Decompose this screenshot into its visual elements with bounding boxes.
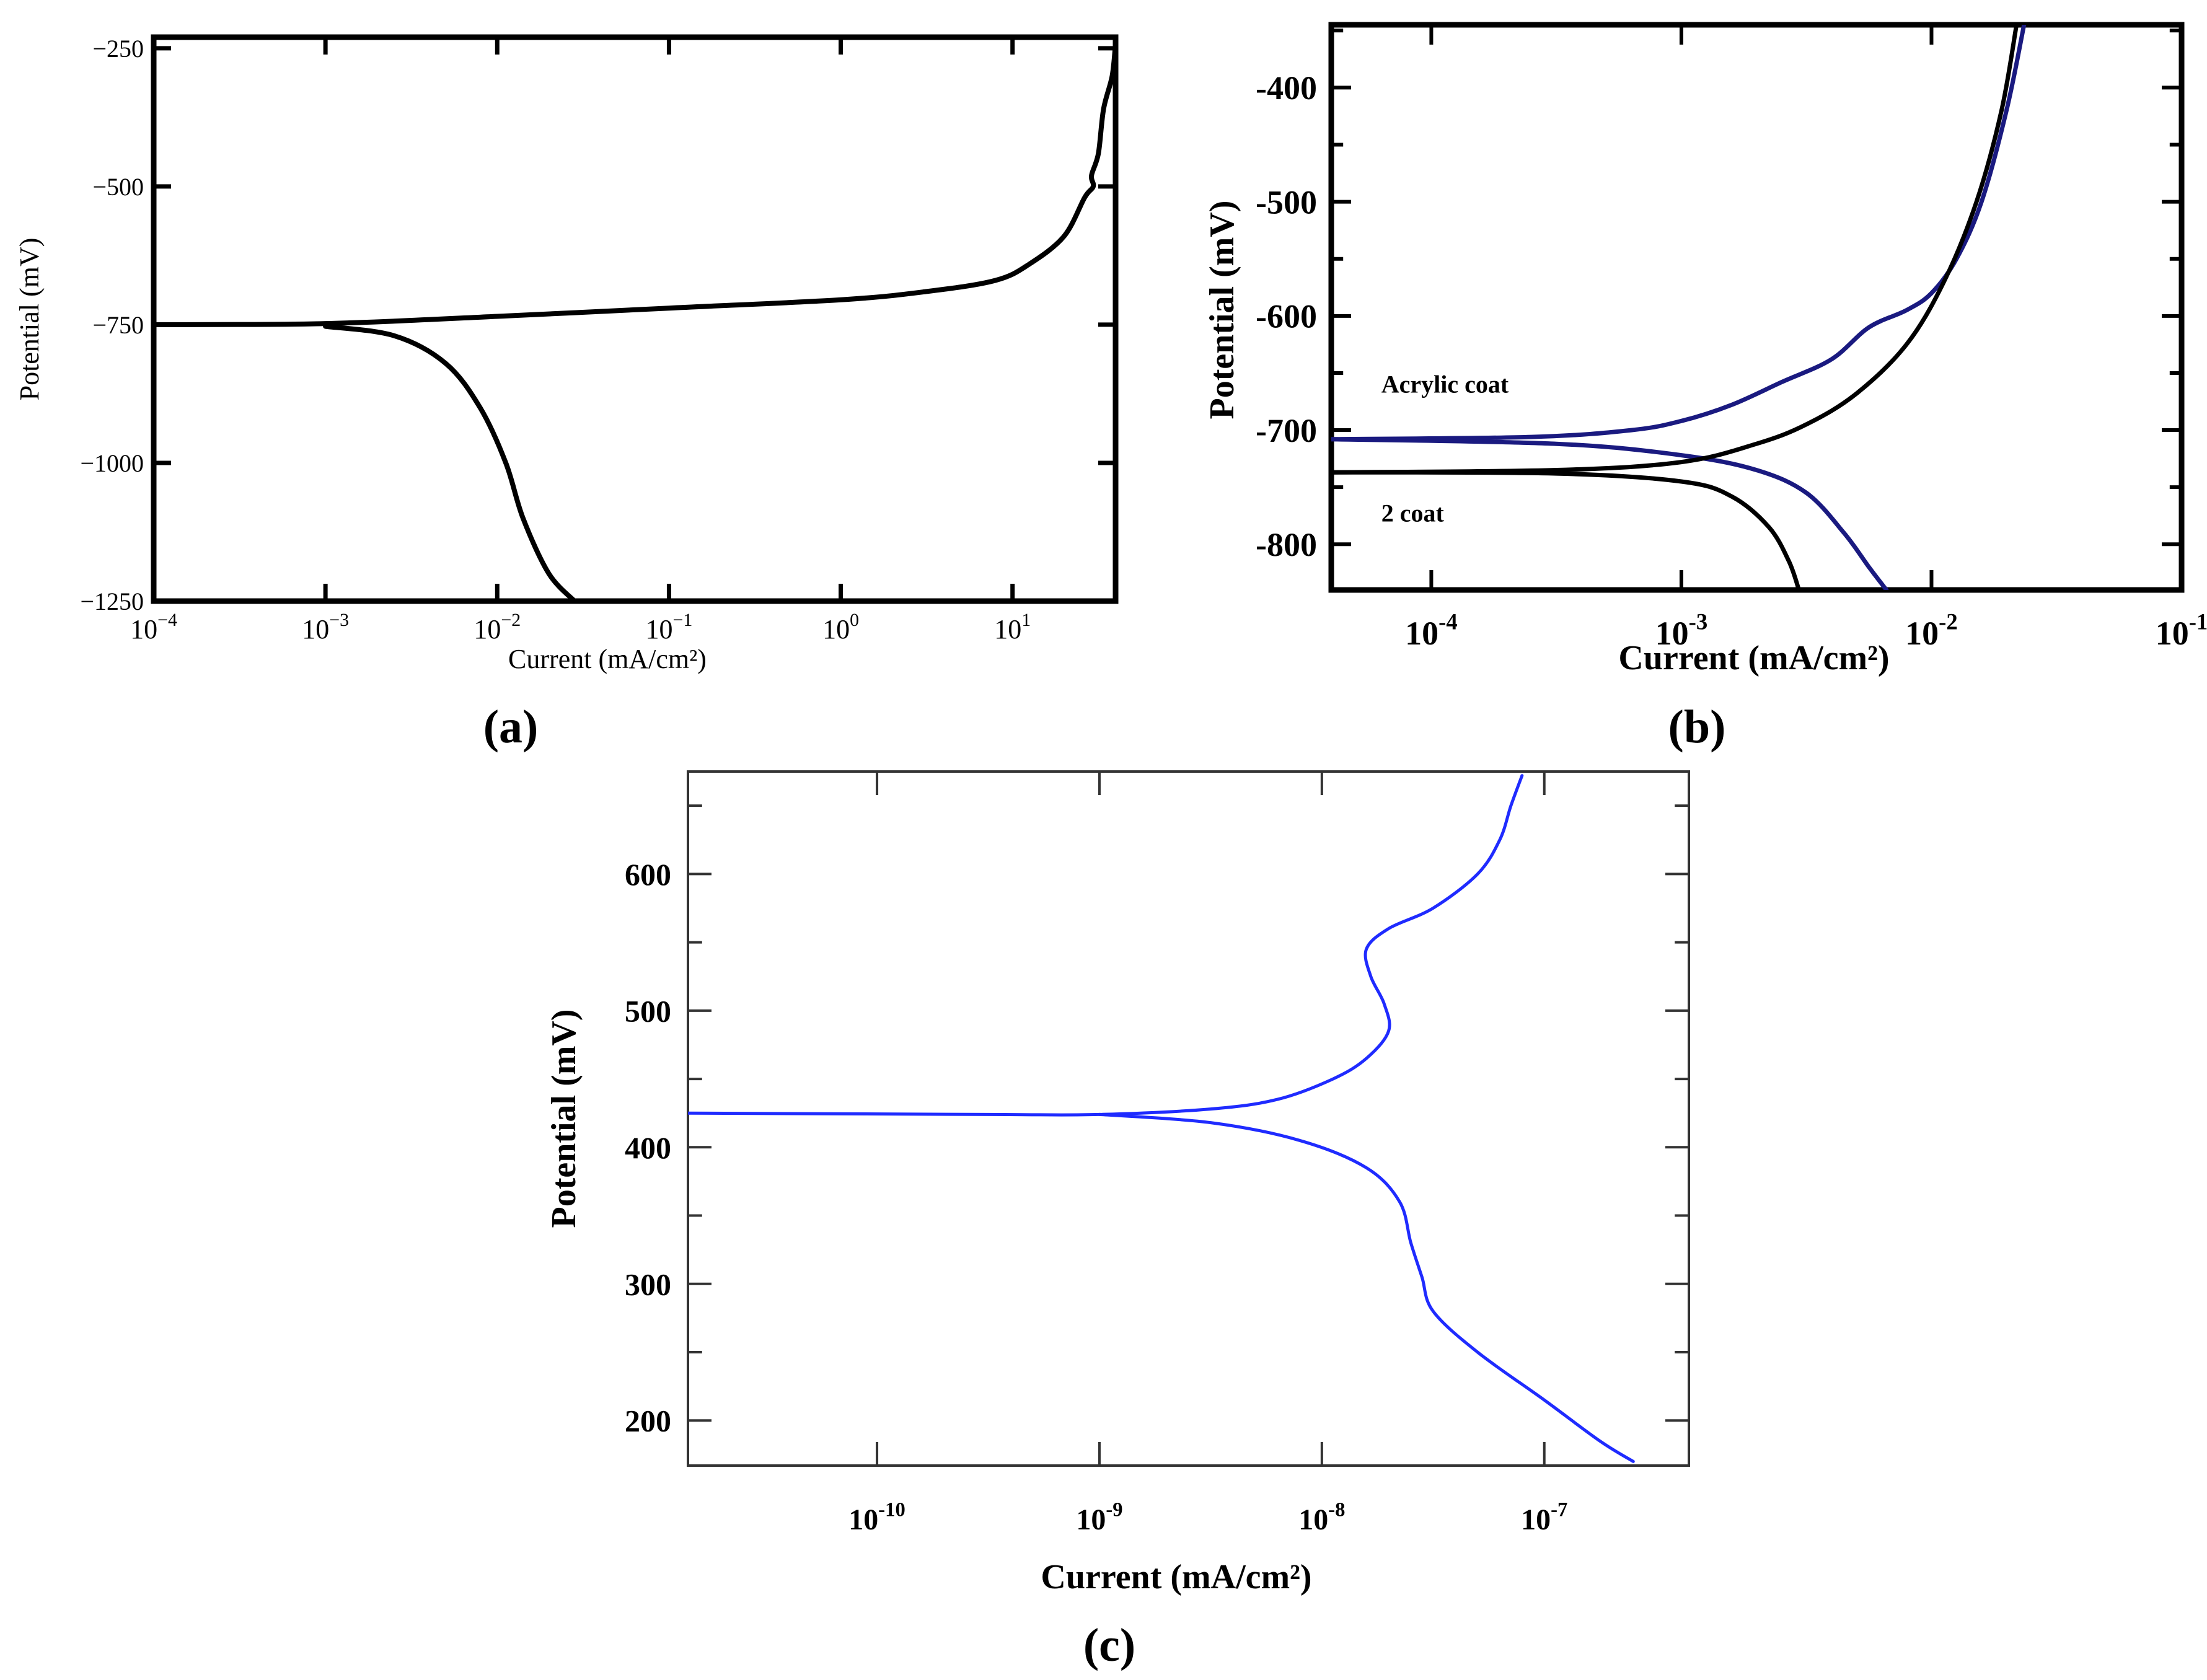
panel-label-c: (c) [1083,1619,1135,1671]
series-line-anodic [154,40,1116,327]
x-tick-label: 100 [822,610,859,644]
x-tick-label: 101 [994,610,1031,644]
tick-base: 10 [822,614,850,644]
tick-exponent: −2 [501,610,521,630]
y-tick-label: −1000 [80,449,144,477]
tick-base: 10 [1298,1503,1328,1536]
y-tick-labels: −250 −500 −750 −1000 −1250 [80,35,144,615]
x-tick-labels: 10−4 10−3 10−2 10−1 100 101 [130,610,1031,644]
annotations: Acrylic coat 2 coat [1381,370,1509,527]
tick-exponent: -2 [1939,609,1958,635]
tick-base: 10 [994,614,1021,644]
tick-exponent: −3 [329,610,349,630]
y-axis-label: Potential (mV) [1203,200,1241,419]
tick-exponent: -4 [1438,609,1458,635]
x-tick-label: 10-1 [2156,609,2207,652]
tick-base: 10 [1521,1503,1551,1536]
x-tick-labels: 10-4 10-3 10-2 10-1 [1405,609,2207,652]
y-tick-label: 400 [625,1130,671,1165]
tick-exponent: -7 [1551,1498,1567,1521]
y-axis-label: Potential (mV) [14,238,45,401]
tick-base: 10 [474,614,501,644]
x-tick-label: 10-4 [1405,609,1458,652]
curves [1331,25,2027,590]
tick-exponent: -1 [2189,609,2207,635]
y-tick-label: −250 [92,35,144,63]
tick-base: 10 [1905,615,1939,652]
tick-marks [151,37,1116,604]
x-tick-label: 10-2 [1905,609,1958,652]
x-tick-label: 10−4 [130,610,177,644]
tick-exponent: −1 [673,610,693,630]
y-tick-label: −1250 [80,587,144,615]
tick-base: 10 [302,614,329,644]
tick-marks [688,772,1689,1466]
tick-exponent: -3 [1689,609,1708,635]
x-tick-label: 10-3 [1655,609,1708,652]
tick-marks [1331,25,2183,590]
tick-base: 10 [130,614,157,644]
x-axis-label: Current (mA/cm²) [1041,1558,1311,1596]
plot-frame [687,770,1690,1467]
y-tick-label: 500 [625,993,671,1028]
series-line-cathodic [1098,1112,1635,1463]
y-tick-label: −500 [92,173,144,201]
panel-label-b: (b) [1668,701,1726,753]
annotation-label: Acrylic coat [1381,370,1509,398]
x-tick-label: 10-9 [1076,1498,1122,1536]
x-axis-label: Current (mA/cm²) [1618,639,1889,677]
tick-base: 10 [646,614,673,644]
tick-exponent: -8 [1328,1498,1345,1521]
series-line-acrylic-coat-cathodic [1331,437,1889,590]
x-tick-label: 10-7 [1521,1498,1567,1536]
y-tick-label: 600 [625,857,671,892]
tick-exponent: -9 [1106,1498,1122,1521]
tick-exponent: 1 [1021,610,1031,630]
x-tick-label: 10−1 [646,610,693,644]
y-axis-label: Potential (mV) [545,1009,583,1228]
tick-base: 10 [2156,615,2189,652]
curves [154,40,1116,601]
x-tick-label: 10−3 [302,610,349,644]
plot-frame [151,34,1119,604]
series-line-anodic [688,774,1524,1117]
tick-base: 10 [1076,1503,1106,1536]
x-tick-labels: 10-10 10-9 10-8 10-7 [848,1498,1567,1536]
panel-label-a: (a) [483,701,539,753]
x-tick-label: 10−2 [474,610,521,644]
curves [688,774,1635,1463]
x-tick-label: 10-8 [1298,1498,1345,1536]
y-tick-label: 300 [625,1267,671,1301]
y-tick-labels: 200 300 400 500 600 [625,857,671,1438]
y-tick-label: -700 [1256,412,1317,449]
tick-base: 10 [1655,615,1689,652]
tick-base: 10 [848,1503,878,1536]
series-line-2-coat [1331,25,2019,475]
x-axis-label: Current (mA/cm²) [508,644,707,674]
y-tick-label: -800 [1256,526,1317,563]
series-line-acrylic-coat [1331,25,2027,442]
chart-panel-b: 10-4 10-3 10-2 10-1 -400-500-600-700-800 Ac… [1203,22,2207,753]
y-tick-label: -400 [1256,69,1317,107]
y-tick-label: −750 [92,311,144,339]
y-tick-labels: -400 -500 -600 -700 -800 [1256,69,1317,563]
annotation-label: 2 coat [1381,499,1445,527]
series-line-2-coat-cathodic [1331,470,1802,590]
x-tick-label: 10-10 [848,1498,905,1536]
y-tick-label: 200 [625,1404,671,1438]
tick-exponent: -10 [878,1498,905,1521]
y-tick-label: -500 [1256,183,1317,221]
chart-panel-a: 10−4 10−3 10−2 10−1 100 101 −250−500−750−1000… [14,34,1119,753]
tick-base: 10 [1405,615,1438,652]
plot-frame [1328,22,2185,593]
tick-exponent: 0 [850,610,859,630]
tick-exponent: −4 [157,610,177,630]
series-line-cathodic [323,323,577,601]
y-tick-label: -600 [1256,298,1317,335]
